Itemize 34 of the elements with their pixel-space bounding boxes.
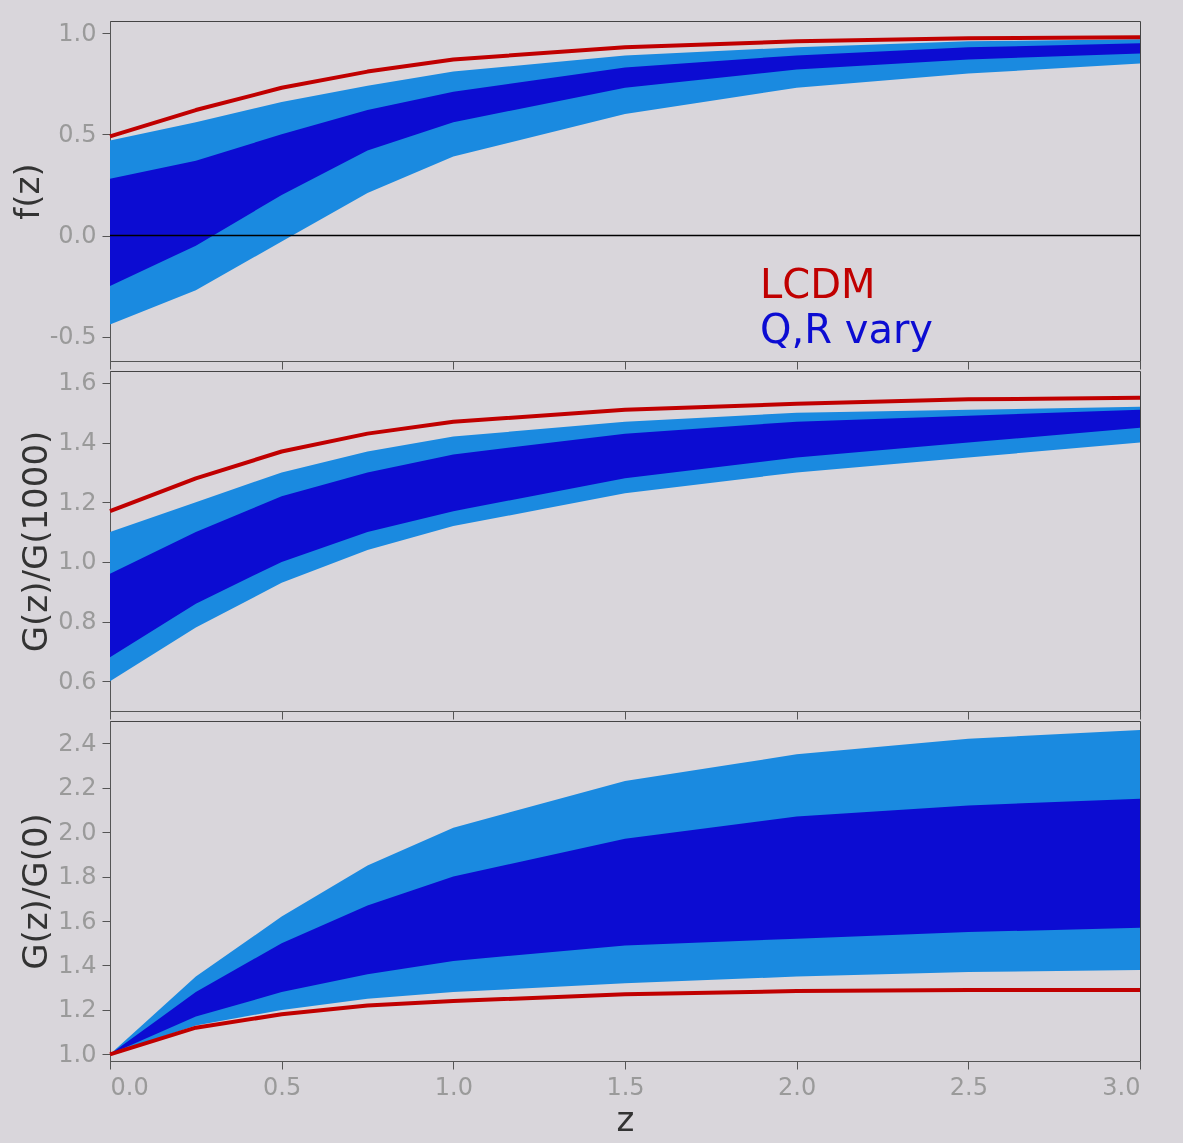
line-series	[108, 987, 1142, 1057]
y-tick-label: 2.2	[58, 773, 97, 802]
y-axis-title: G(z)/G(0)	[15, 813, 56, 970]
line-series	[108, 395, 1142, 514]
y-axis-title: f(z)	[6, 163, 47, 220]
y-tick-label: 2.0	[58, 817, 97, 846]
y-axis-title: G(z)/G(1000)	[15, 430, 56, 653]
y-tick-label: 1.0	[58, 1039, 97, 1068]
x-tick-label: 0.0	[110, 1072, 149, 1101]
y-tick-label: 1.6	[58, 368, 97, 397]
x-tick-label: 2.5	[949, 1072, 988, 1101]
y-tick-label: -0.5	[49, 322, 97, 351]
text: LCDM	[760, 261, 876, 307]
x-tick-label: 0.5	[263, 1072, 302, 1101]
x-axis-title: z	[616, 1098, 635, 1139]
x-tick-label: 3.0	[1102, 1072, 1141, 1101]
y-tick-label: 1.2	[58, 487, 97, 516]
x-tick-label: 1.5	[606, 1072, 645, 1101]
x-tick-label: 1.0	[434, 1072, 473, 1101]
y-tick-label: 1.0	[58, 18, 97, 47]
y-tick-label: 0.6	[58, 666, 97, 695]
y-tick-label: 0.0	[58, 221, 97, 250]
x-tick-label: 2.0	[778, 1072, 817, 1101]
y-tick-label: 2.4	[58, 728, 97, 757]
line-series	[108, 35, 1142, 139]
y-tick-label: 0.8	[58, 607, 97, 636]
y-tick-label: 1.2	[58, 995, 97, 1024]
y-tick-label: 1.4	[58, 428, 97, 457]
y-tick-label: 1.4	[58, 950, 97, 979]
y-tick-label: 1.6	[58, 906, 97, 935]
legend-label: Q,R vary	[760, 306, 934, 352]
y-tick-label: 0.5	[58, 119, 97, 148]
y-tick-label: 1.0	[58, 547, 97, 576]
y-tick-label: 1.8	[58, 862, 97, 891]
